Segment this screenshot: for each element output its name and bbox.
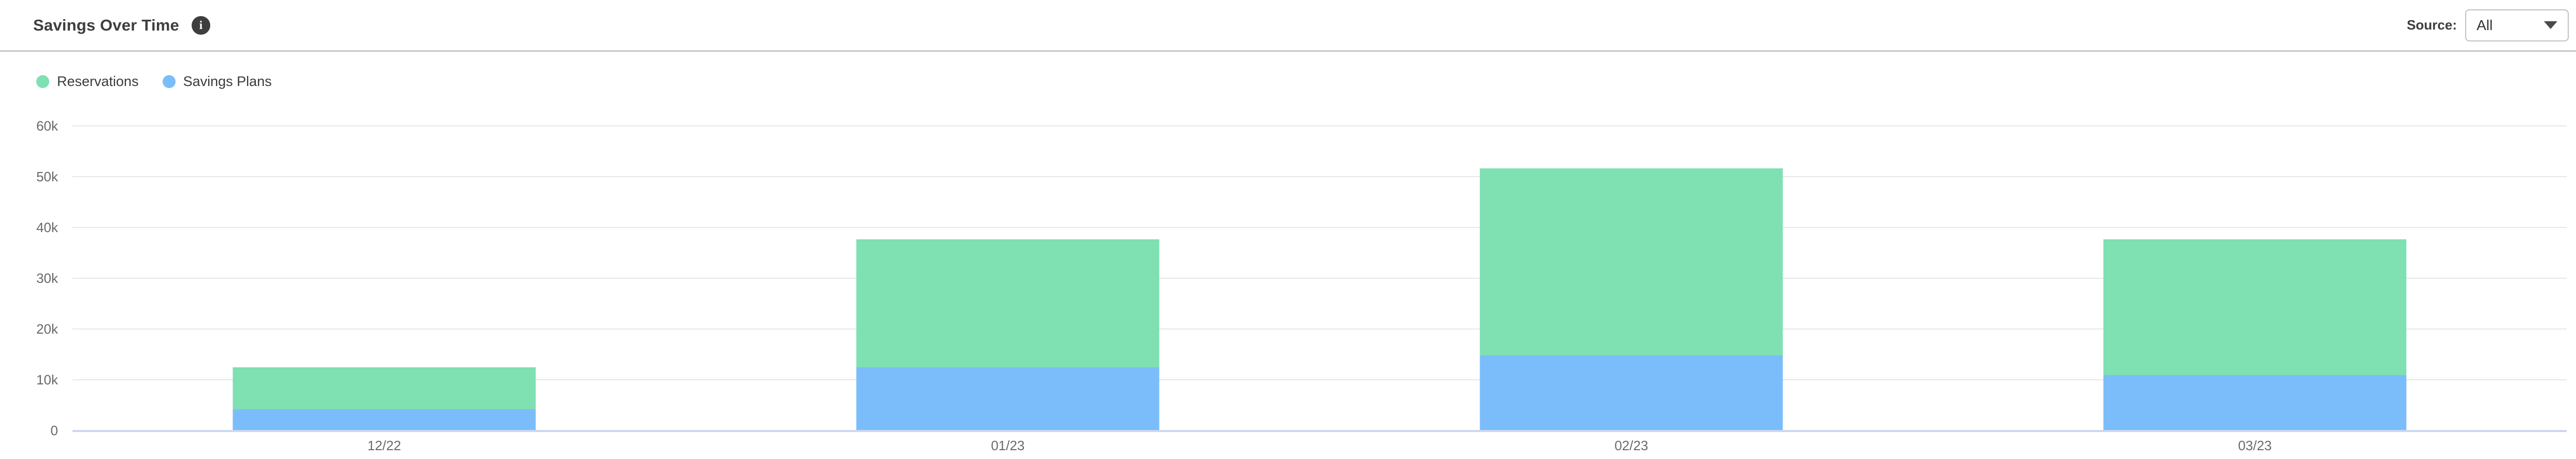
bar-slot-12-22	[73, 126, 696, 431]
chart-legend: Reservations Savings Plans	[36, 73, 2576, 90]
source-label: Source:	[2407, 17, 2457, 33]
bar-segment-reservations[interactable]	[233, 367, 536, 409]
bar-segment-savings-plans[interactable]	[233, 409, 536, 431]
y-tick-label: 60k	[36, 118, 58, 134]
x-tick-label: 03/23	[2238, 438, 2272, 453]
bar-segment-reservations[interactable]	[856, 239, 1160, 367]
x-axis-baseline	[73, 430, 2567, 432]
x-tick-label: 01/23	[991, 438, 1025, 453]
stacked-bar-01-23	[856, 126, 1160, 431]
stacked-bar-03-23	[2103, 126, 2407, 431]
legend-label: Reservations	[57, 73, 139, 89]
x-tick-label: 02/23	[1614, 438, 1648, 453]
gridline	[73, 227, 2567, 228]
bar-slot-01-23	[696, 126, 1320, 431]
gridline	[73, 278, 2567, 279]
bar-chart: 60k 50k 40k 30k 20k 10k 0	[36, 119, 2567, 438]
y-tick-label: 10k	[36, 372, 58, 388]
legend-dot-icon	[36, 75, 49, 88]
bar-slot-03-23	[1943, 126, 2567, 431]
x-axis-labels: 12/22 01/23 02/23 03/23	[73, 438, 2567, 454]
panel-header: Savings Over Time i Source: All	[0, 0, 2576, 52]
bar-segment-savings-plans[interactable]	[1480, 355, 1783, 431]
legend-label: Savings Plans	[183, 73, 272, 89]
gridline	[73, 176, 2567, 177]
bar-segment-reservations[interactable]	[2103, 239, 2407, 376]
info-icon[interactable]: i	[191, 16, 210, 35]
y-tick-label: 20k	[36, 321, 58, 337]
source-select[interactable]: All	[2465, 9, 2569, 41]
stacked-bar-12-22	[233, 126, 536, 431]
gridline	[73, 328, 2567, 329]
y-tick-label: 30k	[36, 270, 58, 286]
y-tick-label: 50k	[36, 168, 58, 184]
panel-title: Savings Over Time	[33, 16, 179, 34]
y-tick-label: 0	[50, 423, 58, 438]
info-icon-glyph: i	[199, 18, 203, 32]
chevron-down-icon	[2544, 21, 2557, 29]
legend-item-savings-plans[interactable]: Savings Plans	[162, 73, 272, 90]
bar-segment-savings-plans[interactable]	[2103, 375, 2407, 431]
stacked-bar-02-23	[1480, 126, 1783, 431]
bar-segment-reservations[interactable]	[1480, 168, 1783, 355]
legend-item-reservations[interactable]: Reservations	[36, 74, 139, 90]
y-tick-label: 40k	[36, 219, 58, 235]
x-tick-label: 12/22	[367, 438, 401, 453]
bar-slot-02-23	[1320, 126, 1943, 431]
source-select-value: All	[2477, 17, 2493, 33]
bar-segment-savings-plans[interactable]	[856, 367, 1160, 431]
gridline	[73, 379, 2567, 380]
gridline	[73, 125, 2567, 126]
legend-dot-icon	[162, 75, 176, 88]
bars-container	[73, 126, 2567, 431]
